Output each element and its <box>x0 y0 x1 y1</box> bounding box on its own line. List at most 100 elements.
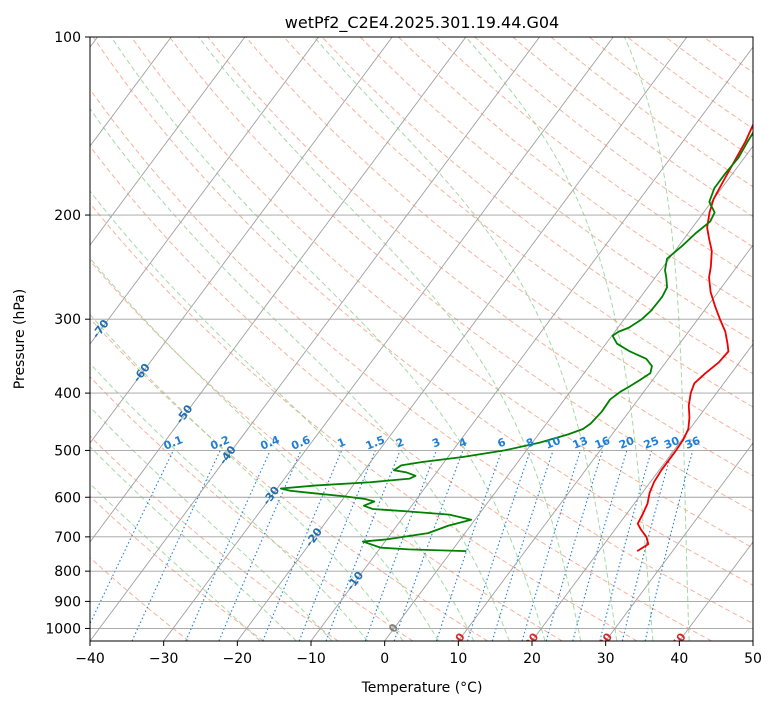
mixing-ratio-line <box>572 450 628 641</box>
y-axis-title: Pressure (hPa) <box>12 289 28 389</box>
x-tick-label: 10 <box>449 651 467 667</box>
dry-adiabat <box>90 435 339 641</box>
isotherm-label: 0 <box>386 621 401 635</box>
dry-adiabat <box>90 202 638 641</box>
dewpoint-line <box>279 131 753 553</box>
isotherm-line <box>605 442 753 641</box>
moist-adiabat <box>624 37 690 641</box>
dry-adiabat <box>90 88 753 625</box>
mixing-ratio-line <box>364 450 437 641</box>
isotherm-label: 10 <box>448 630 468 650</box>
mixing-ratio-label: 3 <box>430 435 442 450</box>
dry-adiabat <box>90 145 712 641</box>
dry-adiabat <box>665 37 753 101</box>
mixing-ratio-label: 25 <box>642 434 661 452</box>
mixing-ratio-line <box>545 450 604 641</box>
dry-adiabat <box>90 376 414 641</box>
dry-adiabat <box>550 37 753 188</box>
y-axis-ticks: 100 200 300 400 500 600 700 800 900 1000 <box>45 30 90 637</box>
moist-adiabat <box>90 257 439 641</box>
moist-adiabat <box>110 37 546 641</box>
isotherm-line <box>90 37 393 444</box>
dry-adiabat <box>90 495 264 641</box>
isotherm-label: -80 <box>49 272 72 296</box>
y-tick-label: 700 <box>54 530 81 546</box>
isotherm-label: -50 <box>173 402 196 426</box>
y-tick-label: 300 <box>54 312 81 328</box>
isotherm-line <box>90 37 246 246</box>
mixing-ratio-line <box>435 450 503 641</box>
mixing-ratio-line <box>521 450 581 641</box>
y-tick-label: 500 <box>54 443 81 459</box>
isotherm-label: -100 <box>0 170 1 200</box>
mixing-ratio-line <box>185 450 271 641</box>
profiles <box>279 122 753 553</box>
mixing-ratio-line <box>90 450 174 625</box>
dry-adiabat <box>90 317 488 641</box>
mixing-ratio-line <box>466 450 531 641</box>
isotherm-line <box>752 640 753 641</box>
mixing-ratio-label: 13 <box>571 434 590 452</box>
mixing-ratio-line <box>298 450 376 641</box>
mixing-ratio-label: 36 <box>683 434 702 452</box>
mixing-ratio-label: 1.5 <box>364 433 387 452</box>
mixing-ratio-label: 1 <box>336 435 348 450</box>
mixing-ratio-line <box>599 450 653 641</box>
x-axis-ticks: −40 −30 −20 −10 0 10 20 30 40 50 <box>75 641 762 667</box>
moist-adiabat <box>90 445 297 641</box>
moist-adiabat <box>90 483 261 641</box>
x-tick-label: 40 <box>670 651 688 667</box>
x-tick-label: −10 <box>296 651 326 667</box>
dry-adiabat <box>90 556 190 641</box>
isotherm-line <box>236 37 688 641</box>
isotherm-label: 40 <box>669 630 689 650</box>
temperature-line <box>636 122 753 552</box>
dry-adiabat <box>283 37 753 408</box>
y-tick-label: 900 <box>54 594 81 610</box>
mixing-ratio-label: 0.1 <box>162 433 185 452</box>
x-axis-title: Temperature (°C) <box>361 680 483 696</box>
dry-adiabat <box>359 37 753 342</box>
isotherm-line <box>90 37 172 147</box>
y-tick-label: 800 <box>54 564 81 580</box>
dry-adiabat <box>703 37 753 74</box>
x-tick-label: −40 <box>75 651 105 667</box>
x-tick-label: 0 <box>380 651 389 667</box>
mixing-ratio-line <box>325 450 401 641</box>
isotherm-line <box>90 37 467 543</box>
isotherm-label: 20 <box>522 630 542 650</box>
mixing-ratio-line <box>621 450 673 641</box>
y-tick-label: 1000 <box>45 621 81 637</box>
mixing-ratio-line <box>491 450 554 641</box>
isotherm-line <box>457 244 753 641</box>
moist-adiabat <box>90 406 333 641</box>
dry-adiabat <box>321 37 753 375</box>
moist-adiabat <box>90 107 510 641</box>
y-tick-label: 600 <box>54 490 81 506</box>
mixing-ratio-label: 16 <box>593 434 612 452</box>
y-tick-label: 400 <box>54 386 81 402</box>
moist-adiabat <box>465 37 654 641</box>
mixing-ratio-label: 20 <box>617 434 636 452</box>
mixing-ratio-label: 8 <box>524 435 536 450</box>
grid-lines <box>90 37 753 641</box>
mixing-ratio-line <box>218 450 302 641</box>
dry-adiabat <box>90 259 563 641</box>
isotherm-label: -90 <box>12 224 35 248</box>
isotherm-label: -70 <box>89 317 112 341</box>
x-tick-label: 50 <box>744 651 762 667</box>
moist-adiabat <box>198 37 582 641</box>
moist-adiabat <box>90 362 369 641</box>
y-tick-label: 200 <box>54 208 81 224</box>
dry-adiabat <box>398 37 753 310</box>
x-tick-label: 30 <box>597 651 615 667</box>
moist-adiabat <box>90 313 404 641</box>
dry-adiabat <box>512 37 753 218</box>
mixing-ratio-label: 2 <box>394 435 406 450</box>
isotherm-label: 30 <box>596 630 616 650</box>
x-tick-label: −20 <box>223 651 253 667</box>
isotherm-line <box>90 37 540 641</box>
isotherm-line <box>90 37 319 345</box>
mixing-ratio-label: 6 <box>496 435 508 450</box>
